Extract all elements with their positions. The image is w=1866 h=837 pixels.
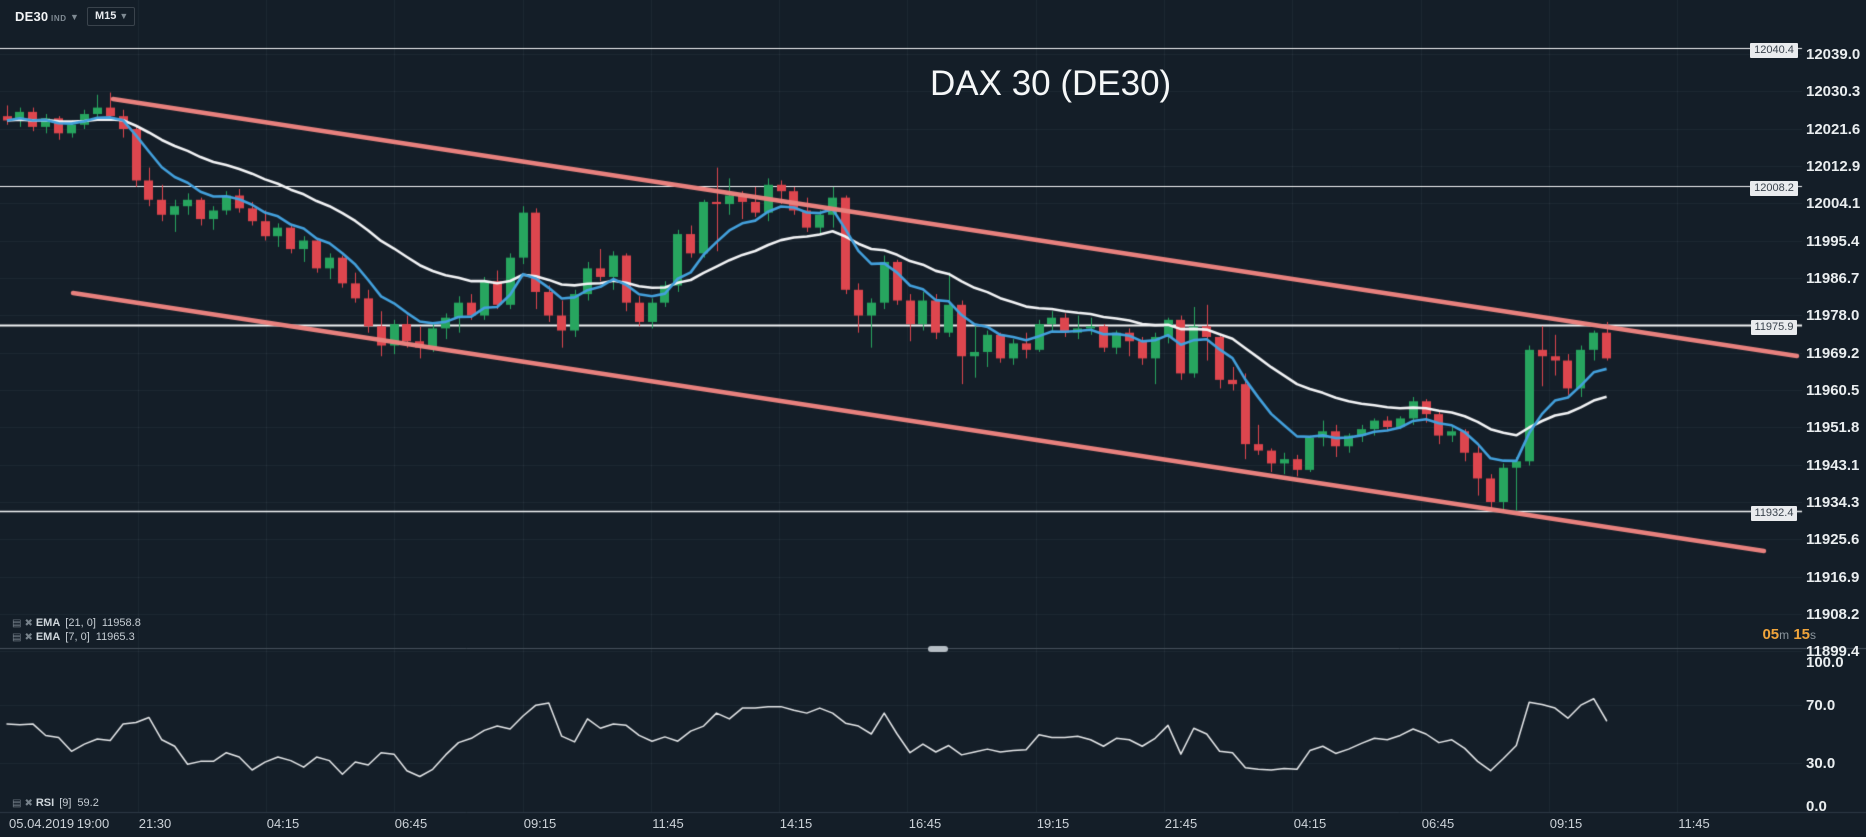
time-tick-label: 11:45 xyxy=(652,816,684,831)
indicator-remove-icon[interactable]: ✖ xyxy=(24,632,33,643)
price-tick-label: 11960.5 xyxy=(1806,382,1860,400)
indicator-remove-icon[interactable]: ✖ xyxy=(24,798,33,809)
time-axis-date-label: 05.04.2019 xyxy=(9,816,75,831)
indicator-name: EMA xyxy=(35,617,61,629)
symbol-label[interactable]: DE30 xyxy=(15,9,49,24)
level-line-label-box: 12040.4 xyxy=(1748,40,1800,58)
instrument-type-label: IND xyxy=(51,14,67,23)
level-line-price-label[interactable]: 11975.9 xyxy=(1750,319,1798,335)
price-tick-label: 11978.0 xyxy=(1806,307,1860,325)
indicator-settings-icon[interactable]: ▤ xyxy=(12,632,22,643)
price-tick-label: 12004.1 xyxy=(1806,195,1861,213)
time-tick-label: 19:15 xyxy=(1036,816,1070,831)
chevron-down-icon[interactable]: ▼ xyxy=(70,12,79,22)
indicator-settings-icon[interactable]: ▤ xyxy=(12,798,22,809)
timeframe-selector[interactable]: M15 ▼ xyxy=(87,7,136,26)
level-line-price-label[interactable]: 12040.4 xyxy=(1750,42,1798,58)
indicator-settings-icon[interactable]: ▤ xyxy=(12,618,22,629)
indicator-remove-icon[interactable]: ✖ xyxy=(24,618,33,629)
level-line-label-box: 11932.4 xyxy=(1748,503,1800,522)
timer-minutes-unit: m xyxy=(1779,628,1790,642)
price-tick-label: 11916.9 xyxy=(1806,568,1860,586)
indicator-params: [21, 0] xyxy=(65,617,96,629)
price-tick-label: 11908.2 xyxy=(1806,606,1860,624)
indicator-value: 11965.3 xyxy=(95,631,135,643)
price-tick-label: 11995.4 xyxy=(1806,232,1860,250)
chevron-down-icon: ▼ xyxy=(119,11,129,21)
price-tick-label: 11925.6 xyxy=(1806,531,1860,549)
price-tick-label: 12012.9 xyxy=(1806,158,1861,176)
time-tick-label: 11:45 xyxy=(1678,816,1710,831)
candle-countdown-timer: 05m 15s xyxy=(1742,626,1816,643)
price-tick-label: 11986.7 xyxy=(1806,270,1860,288)
time-tick-label: 16:45 xyxy=(908,816,942,831)
chart-title: DAX 30 (DE30) xyxy=(930,64,1172,103)
time-tick-label: 21:45 xyxy=(1164,816,1198,831)
rsi-tick-label: 0.0 xyxy=(1806,798,1827,815)
price-tick-label: 12030.3 xyxy=(1806,83,1861,101)
timer-minutes: 05 xyxy=(1762,626,1780,643)
rsi-tick-label: 100.0 xyxy=(1806,654,1844,671)
time-tick-label: 06:45 xyxy=(394,816,428,831)
indicator-legend-ema21: ▤ ✖ EMA [21, 0] 11958.8 xyxy=(12,617,141,629)
time-tick-label: 06:45 xyxy=(1421,816,1455,831)
indicator-params: [9] xyxy=(59,797,72,809)
indicator-name: RSI xyxy=(35,797,55,809)
indicator-value: 11958.8 xyxy=(101,617,141,629)
indicator-params: [7, 0] xyxy=(65,631,90,643)
timer-seconds-unit: s xyxy=(1810,628,1816,642)
level-line-price-label[interactable]: 12008.2 xyxy=(1750,181,1798,197)
price-tick-label: 12039.0 xyxy=(1806,46,1861,63)
indicator-value: 59.2 xyxy=(77,797,99,809)
price-tick-label: 11951.8 xyxy=(1806,419,1860,437)
indicator-legend-ema7: ▤ ✖ EMA [7, 0] 11965.3 xyxy=(12,631,135,643)
timer-seconds: 15 xyxy=(1793,626,1810,643)
indicator-legend-rsi: ▤ ✖ RSI [9] 59.2 xyxy=(12,797,99,809)
level-line-price-label[interactable]: 11932.4 xyxy=(1750,506,1798,522)
price-tick-label: 11969.2 xyxy=(1806,344,1860,362)
rsi-tick-label: 70.0 xyxy=(1806,697,1836,714)
time-tick-label: 04:15 xyxy=(266,816,300,831)
level-line-label-box: 12008.2 xyxy=(1748,178,1800,197)
time-tick-label: 19:00 xyxy=(76,816,110,831)
timeframe-label: M15 xyxy=(95,10,117,22)
time-tick-label: 09:15 xyxy=(1549,816,1583,831)
level-line-label-box: 11975.9 xyxy=(1748,317,1800,335)
price-tick-label: 11943.1 xyxy=(1806,456,1860,474)
indicator-name: EMA xyxy=(35,631,61,643)
time-tick-label: 21:30 xyxy=(138,816,172,831)
rsi-tick-label: 30.0 xyxy=(1806,755,1836,772)
chart-toolbar: DE30 IND ▼ M15 ▼ xyxy=(0,0,1866,32)
time-tick-label: 09:15 xyxy=(523,816,557,831)
time-tick-label: 14:15 xyxy=(779,816,813,831)
price-tick-label: 11934.3 xyxy=(1806,494,1860,512)
time-tick-label: 04:15 xyxy=(1293,816,1327,831)
price-tick-label: 11899.4 xyxy=(1806,643,1860,661)
price-tick-label: 12021.6 xyxy=(1806,120,1861,138)
